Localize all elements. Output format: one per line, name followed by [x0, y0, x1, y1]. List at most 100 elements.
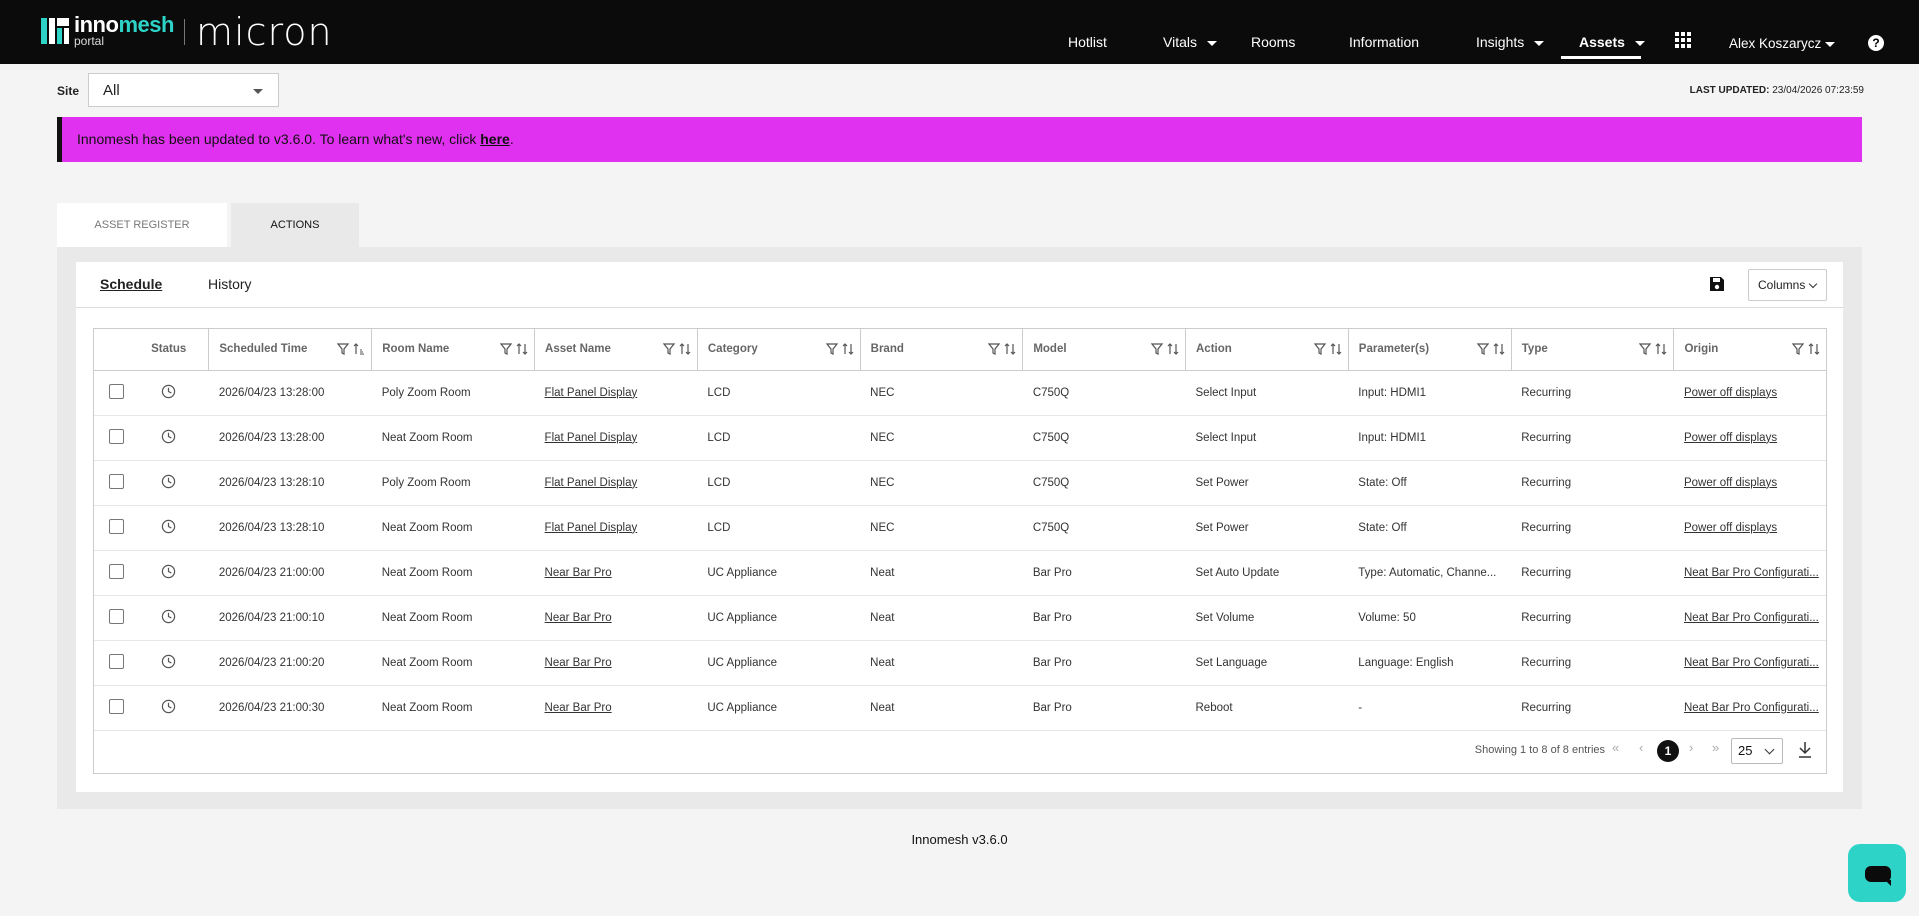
filter-icon[interactable]	[500, 342, 513, 356]
download-icon[interactable]	[1797, 741, 1813, 759]
sort-icon[interactable]	[679, 342, 691, 356]
subtab-history[interactable]: History	[208, 276, 252, 292]
filter-icon[interactable]	[662, 342, 675, 356]
first-page-icon[interactable]: «	[1612, 740, 1620, 755]
origin-link[interactable]: Neat Bar Pro Configurati...	[1683, 701, 1819, 714]
header-category[interactable]: Category	[696, 329, 861, 371]
page-size-select[interactable]: 25	[1731, 738, 1783, 764]
chat-button[interactable]	[1848, 844, 1906, 902]
cell-model: Bar Pro	[1022, 595, 1186, 641]
row-checkbox[interactable]	[109, 473, 124, 489]
innomesh-logo[interactable]: innomesh portal	[40, 14, 174, 47]
header-scheduled-time[interactable]: Scheduled Time	[208, 329, 372, 371]
cell-model: C750Q	[1022, 415, 1186, 461]
cell-action: Set Power	[1185, 460, 1349, 506]
asset-name-link[interactable]: Near Bar Pro	[544, 566, 612, 579]
tab-asset-register[interactable]: ASSET REGISTER	[57, 203, 227, 247]
site-select[interactable]: All	[88, 73, 279, 107]
row-checkbox[interactable]	[109, 563, 124, 579]
origin-link[interactable]: Power off displays	[1683, 386, 1778, 399]
header-action[interactable]: Action	[1185, 329, 1349, 371]
sort-icon[interactable]	[1655, 342, 1667, 356]
last-page-icon[interactable]: »	[1712, 740, 1720, 755]
asset-name-link[interactable]: Flat Panel Display	[544, 431, 638, 444]
help-icon[interactable]: ?	[1868, 35, 1884, 51]
nav-information[interactable]: Information	[1349, 0, 1419, 64]
origin-link[interactable]: Power off displays	[1683, 431, 1778, 444]
cell-parameters: Language: English	[1348, 640, 1512, 686]
subtab-schedule[interactable]: Schedule	[100, 276, 163, 292]
nav-insights[interactable]: Insights	[1476, 0, 1545, 64]
filter-icon[interactable]	[825, 342, 838, 356]
banner-link[interactable]: here	[480, 131, 510, 147]
asset-name-link[interactable]: Flat Panel Display	[544, 521, 638, 534]
origin-link[interactable]: Neat Bar Pro Configurati...	[1683, 566, 1819, 579]
asset-name-link[interactable]: Flat Panel Display	[544, 386, 638, 399]
sort-icon[interactable]	[842, 342, 854, 356]
sort-icon[interactable]	[1330, 342, 1342, 356]
header-room-name[interactable]: Room Name	[371, 329, 535, 371]
page-size-value: 25	[1738, 743, 1753, 758]
asset-name-link[interactable]: Near Bar Pro	[544, 656, 612, 669]
logo-text-inno: inno	[74, 12, 119, 37]
header-brand[interactable]: Brand	[859, 329, 1023, 371]
row-checkbox[interactable]	[109, 518, 124, 534]
header-parameters[interactable]: Parameter(s)	[1347, 329, 1512, 371]
sort-icon[interactable]	[1004, 342, 1016, 356]
row-checkbox[interactable]	[109, 653, 124, 669]
cell-origin: Neat Bar Pro Configurati...	[1673, 595, 1826, 641]
row-checkbox[interactable]	[109, 608, 124, 624]
prev-page-icon[interactable]: ‹	[1639, 740, 1644, 755]
origin-link[interactable]: Power off displays	[1683, 476, 1778, 489]
cell-origin: Neat Bar Pro Configurati...	[1673, 640, 1826, 686]
filter-icon[interactable]	[1639, 342, 1652, 356]
row-checkbox[interactable]	[109, 383, 124, 399]
row-select-cell	[94, 415, 129, 461]
filter-icon[interactable]	[988, 342, 1001, 356]
sort-ascending-icon[interactable]	[353, 342, 365, 356]
header-asset-name[interactable]: Asset Name	[534, 329, 698, 371]
header-type[interactable]: Type	[1510, 329, 1674, 371]
filter-icon[interactable]	[1792, 342, 1804, 356]
status-cell	[128, 640, 209, 686]
header-model[interactable]: Model	[1022, 329, 1186, 371]
asset-name-link[interactable]: Near Bar Pro	[544, 611, 612, 624]
origin-link[interactable]: Power off displays	[1683, 521, 1778, 534]
user-menu[interactable]: Alex Koszarycz	[1729, 0, 1836, 64]
cell-asset-name: Near Bar Pro	[534, 550, 698, 596]
asset-name-link[interactable]: Flat Panel Display	[544, 476, 638, 489]
cell-category: UC Appliance	[697, 685, 861, 731]
page-1-button[interactable]: 1	[1657, 740, 1679, 762]
save-icon[interactable]	[1709, 276, 1725, 292]
nav-rooms[interactable]: Rooms	[1251, 0, 1295, 64]
sort-icon[interactable]	[1167, 342, 1179, 356]
sort-icon[interactable]	[1808, 342, 1820, 356]
tab-actions[interactable]: ACTIONS	[231, 203, 359, 247]
cell-brand: Neat	[860, 595, 1023, 641]
cell-type: Recurring	[1511, 460, 1674, 506]
apps-grid-icon[interactable]	[1675, 32, 1691, 48]
filter-icon[interactable]	[1476, 342, 1489, 356]
cell-category: UC Appliance	[697, 550, 861, 596]
cell-asset-name: Flat Panel Display	[534, 415, 698, 461]
filter-icon[interactable]	[1313, 342, 1326, 356]
origin-link[interactable]: Neat Bar Pro Configurati...	[1683, 656, 1819, 669]
filter-icon[interactable]	[337, 342, 350, 356]
asset-name-link[interactable]: Near Bar Pro	[544, 701, 612, 714]
filter-icon[interactable]	[1151, 342, 1163, 356]
origin-link[interactable]: Neat Bar Pro Configurati...	[1683, 611, 1819, 624]
status-cell	[128, 415, 209, 461]
sort-icon[interactable]	[516, 342, 528, 356]
header-origin[interactable]: Origin	[1673, 329, 1826, 371]
last-updated-value: 23/04/2026 07:23:59	[1772, 85, 1864, 96]
columns-button[interactable]: Columns	[1748, 269, 1827, 301]
nav-hotlist[interactable]: Hotlist	[1068, 0, 1107, 64]
row-checkbox[interactable]	[109, 698, 124, 714]
next-page-icon[interactable]: ›	[1689, 740, 1694, 755]
cell-origin: Power off displays	[1673, 415, 1826, 461]
row-checkbox[interactable]	[109, 428, 124, 444]
nav-assets[interactable]: Assets	[1579, 0, 1645, 64]
nav-vitals[interactable]: Vitals	[1163, 0, 1217, 64]
sort-icon[interactable]	[1493, 342, 1505, 356]
table-row: 2026/04/23 21:00:10 Neat Zoom Room Near Ba…	[94, 595, 1826, 641]
